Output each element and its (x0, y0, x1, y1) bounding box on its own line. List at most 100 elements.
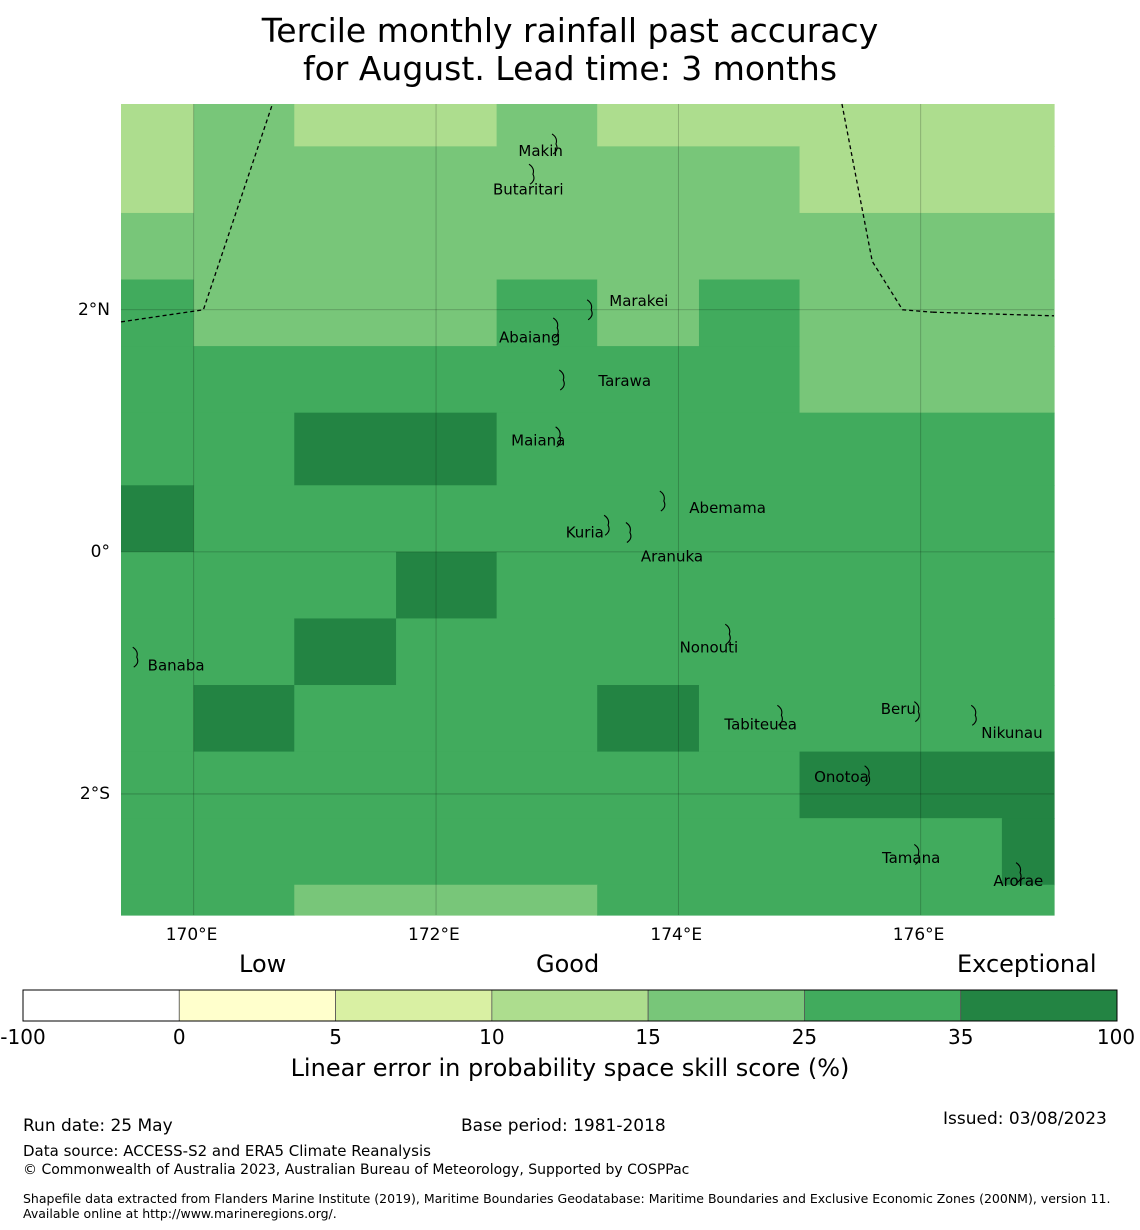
colorbar-tick-label: 35 (947, 1025, 974, 1049)
legend-good-label: Good (536, 950, 600, 978)
island-label: Aranuka (641, 547, 703, 565)
skill-cell (121, 104, 195, 214)
skill-cell (121, 412, 295, 486)
island-outline (913, 701, 920, 723)
island-outline (555, 426, 562, 448)
colorbar-tick-label: 15 (635, 1025, 661, 1049)
colorbar-swatch (804, 989, 962, 1022)
skill-cell (193, 685, 295, 753)
island-outline (551, 133, 558, 155)
skill-cell (597, 685, 700, 753)
island-label: Kuria (566, 523, 604, 541)
map-title-line-2: for August. Lead time: 3 months (302, 49, 838, 88)
island-outline (864, 765, 871, 787)
island-outline (777, 704, 783, 726)
skill-cell (121, 212, 1055, 281)
base-period: Base period: 1981-2018 (461, 1116, 666, 1136)
latitude-label: 2°N (77, 299, 110, 320)
skill-cell (496, 551, 1055, 620)
skill-cell (121, 685, 195, 753)
eez-boundary-line (932, 311, 1055, 317)
legend-low-label: Low (239, 950, 287, 978)
skill-cell (799, 279, 1055, 347)
island-outline (528, 163, 535, 185)
skill-cell (121, 346, 801, 414)
colorbar-tick-label: 0 (172, 1025, 186, 1049)
skill-cell (396, 618, 1055, 686)
eez-boundary-line (120, 103, 274, 323)
colorbar-outline (22, 989, 1118, 1022)
island-label: Marakei (609, 292, 668, 310)
skill-cell (121, 279, 195, 347)
colorbar-swatch (491, 989, 649, 1022)
colorbar (22, 989, 1118, 1022)
skill-cell (698, 279, 801, 347)
island-outline (552, 317, 559, 339)
skill-cell (597, 279, 700, 347)
legend-exceptional-label: Exceptional (957, 950, 1097, 978)
shapefile-credit: Shapefile data extracted from Flanders M… (23, 1191, 1111, 1221)
colorbar-tick-label: 25 (791, 1025, 818, 1049)
island-label: Abemama (689, 499, 766, 517)
map-title-line-1: Tercile monthly rainfall past accuracy (261, 11, 879, 50)
island-outline (970, 704, 977, 726)
skill-cell (799, 146, 1055, 214)
skill-cell (496, 412, 1055, 486)
islands (132, 133, 1022, 884)
island-outline (625, 522, 632, 543)
skill-cell (294, 412, 498, 486)
island-outline (558, 369, 565, 391)
skill-cell (121, 618, 295, 686)
skill-cell (121, 751, 801, 819)
graticule (121, 104, 1054, 915)
island-outline (586, 299, 593, 321)
island-label: Arorae (993, 872, 1043, 890)
skill-cell (799, 346, 1055, 414)
skill-cell (294, 685, 598, 753)
skill-cell (121, 818, 1003, 886)
island-label: Beru (881, 700, 916, 718)
longitude-label: 170°E (165, 925, 218, 945)
colorbar-tick-label: -100 (0, 1025, 46, 1049)
colorbar-axis-label: Linear error in probability space skill … (290, 1054, 850, 1082)
skill-cell (193, 104, 295, 147)
island-outline (724, 623, 731, 645)
island-label: Onotoa (814, 768, 869, 786)
skill-cell (294, 884, 598, 916)
island-labels: Makin Butaritari Marakei Abaiang Tarawa Maian… (148, 142, 1044, 890)
skill-cell (597, 884, 1055, 916)
island-outline (1015, 862, 1022, 884)
longitude-label: 174°E (650, 925, 703, 945)
colorbar-tick-label: 100 (1096, 1025, 1136, 1049)
colorbar-swatch (335, 989, 493, 1022)
skill-cells (121, 104, 1055, 916)
island-label: Tamana (881, 849, 940, 867)
colorbar-swatch (960, 989, 1118, 1022)
eez-boundaries (120, 103, 1055, 323)
colorbar-swatch (647, 989, 805, 1022)
island-label: Tarawa (597, 372, 651, 390)
skill-cell (294, 104, 498, 147)
island-outline (603, 514, 610, 536)
skill-cell (799, 751, 1055, 819)
island-label: Tabiteuea (723, 716, 797, 734)
longitude-label: 176°E (892, 925, 945, 945)
skill-cell (193, 146, 801, 214)
colorbar-tick-label: 10 (479, 1025, 505, 1049)
copyright: © Commonwealth of Australia 2023, Austra… (23, 1162, 690, 1178)
longitude-label: 172°E (408, 925, 460, 945)
skill-cell (396, 551, 498, 620)
skill-cell (597, 104, 1055, 147)
island-label: Makin (518, 142, 563, 160)
island-label: Abaiang (499, 328, 560, 346)
skill-cell (121, 485, 195, 553)
skill-cell (1001, 818, 1055, 886)
eez-boundary-line (841, 103, 933, 313)
skill-cell (193, 485, 1055, 553)
island-label: Banaba (148, 656, 205, 674)
skill-cell (698, 685, 1055, 753)
skill-cell (121, 884, 295, 916)
island-label: Maiana (511, 431, 565, 449)
data-source: Data source: ACCESS-S2 and ERA5 Climate … (23, 1142, 431, 1160)
